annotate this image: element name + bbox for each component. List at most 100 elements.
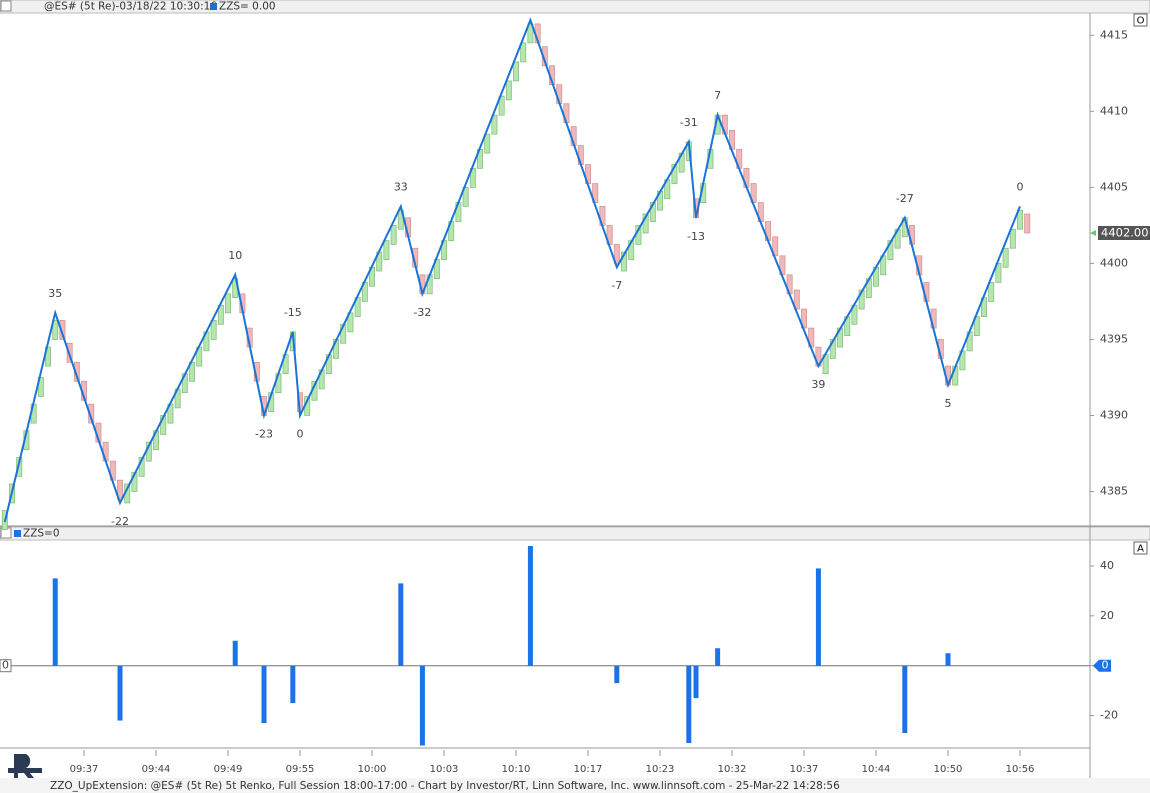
legend-swatch	[210, 3, 217, 10]
pivot-label: -27	[896, 192, 914, 205]
up-brick	[973, 316, 980, 337]
down-brick	[613, 244, 620, 264]
up-brick	[462, 187, 469, 207]
up-brick	[988, 282, 995, 302]
pivot-label: 0	[1017, 180, 1024, 193]
last-price-label: 4402.00	[1101, 226, 1149, 240]
down-brick	[59, 320, 66, 340]
histogram-bar	[117, 665, 123, 721]
x-tick-label: 10:10	[502, 764, 531, 775]
x-tick-label: 10:56	[1006, 764, 1035, 775]
x-tick-label: 10:50	[934, 764, 963, 775]
up-brick	[621, 251, 627, 272]
pivot-label: 0	[297, 428, 304, 441]
up-brick	[16, 456, 23, 477]
x-tick-label: 10:32	[718, 764, 747, 775]
histogram-bar	[614, 665, 620, 684]
down-brick	[1024, 213, 1031, 234]
pivot-label: -23	[255, 428, 273, 441]
up-brick	[527, 23, 534, 44]
histogram-bar	[686, 665, 692, 744]
y-tick-label: 4385	[1100, 485, 1128, 498]
x-tick-label: 09:55	[286, 764, 315, 775]
chart-title: @ES# (5t Re)-03/18/22 10:30:16	[44, 1, 217, 13]
y-tick-label: 0	[2, 659, 9, 672]
histogram-bar	[715, 648, 721, 666]
x-tick-label: 09:37	[70, 764, 99, 775]
lower-pane-button[interactable]	[1133, 541, 1148, 555]
legend-label: ZZS= 0.00	[219, 1, 276, 13]
current-value-label: 0	[1102, 659, 1109, 672]
x-tick-label: 10:44	[862, 764, 891, 775]
histogram-bar	[398, 583, 404, 666]
x-tick-label: 10:00	[358, 764, 387, 775]
logo-band	[8, 768, 42, 773]
up-brick	[210, 320, 217, 340]
histogram-bar	[419, 665, 425, 746]
legend-label: ZZS=0	[23, 528, 60, 540]
down-brick	[793, 289, 800, 310]
bricks	[1, 23, 1031, 530]
last-price-box	[1098, 226, 1150, 240]
pivot-label: -7	[611, 279, 622, 292]
upper-pane-button[interactable]	[1133, 13, 1148, 27]
up-brick	[671, 164, 678, 184]
y-tick-label: 4390	[1100, 409, 1128, 422]
lower-header	[0, 526, 1150, 541]
y-tick-label: 4400	[1100, 256, 1128, 269]
y-tick-label: 4410	[1100, 104, 1128, 117]
histogram-bar	[261, 665, 267, 724]
up-brick	[498, 95, 505, 116]
x-tick-label: 10:17	[574, 764, 603, 775]
x-tick-label: 10:23	[646, 764, 675, 775]
y-tick-label: 20	[1100, 609, 1114, 622]
histogram-bar	[902, 665, 908, 734]
y-tick-label: 4405	[1100, 180, 1128, 193]
x-tick-label: 09:44	[142, 764, 171, 775]
footer-text: ZZO_UpExtension: @ES# (5t Re) 5t Renko, …	[50, 780, 840, 792]
y-tick-label: -20	[1100, 709, 1118, 722]
up-brick	[390, 225, 397, 245]
histogram-bar	[232, 640, 238, 666]
up-brick	[513, 61, 519, 82]
pivot-label: -31	[680, 116, 698, 129]
current-value-marker	[1093, 659, 1111, 672]
button-label: A	[1137, 544, 1144, 555]
zero-label-box	[0, 659, 12, 673]
up-brick	[491, 114, 498, 135]
histogram-bar	[52, 578, 58, 666]
zigzag-line	[3, 17, 1021, 523]
x-tick-label: 10:37	[790, 764, 819, 775]
pivot-label: 39	[811, 378, 825, 391]
footer-bar	[0, 778, 1150, 793]
histogram-bar	[290, 665, 296, 704]
button-label: O	[1137, 16, 1145, 27]
up-brick	[520, 42, 527, 63]
up-brick	[484, 133, 491, 154]
down-brick	[772, 236, 779, 257]
down-brick	[117, 479, 123, 500]
y-tick-label: 40	[1100, 559, 1114, 572]
close-button[interactable]	[0, 0, 12, 12]
histogram-bar	[527, 545, 533, 666]
up-brick	[505, 80, 512, 101]
up-brick	[383, 240, 390, 260]
histogram-bar	[945, 653, 951, 666]
up-brick	[52, 320, 59, 340]
up-brick	[995, 263, 1002, 283]
x-tick-label: 10:03	[430, 764, 459, 775]
up-brick	[225, 293, 231, 314]
y-tick-label: 4395	[1100, 332, 1128, 345]
legend-swatch	[14, 530, 21, 537]
histogram-bar	[815, 568, 821, 666]
pivot-label: -13	[687, 230, 705, 243]
pivot-label: 35	[48, 287, 62, 300]
pivot-label: 5	[945, 397, 952, 410]
upper-header	[0, 0, 1150, 14]
up-brick	[1009, 228, 1016, 249]
pivot-label: -15	[284, 306, 302, 319]
logo	[6, 752, 42, 778]
pivot-label: 7	[714, 89, 721, 102]
